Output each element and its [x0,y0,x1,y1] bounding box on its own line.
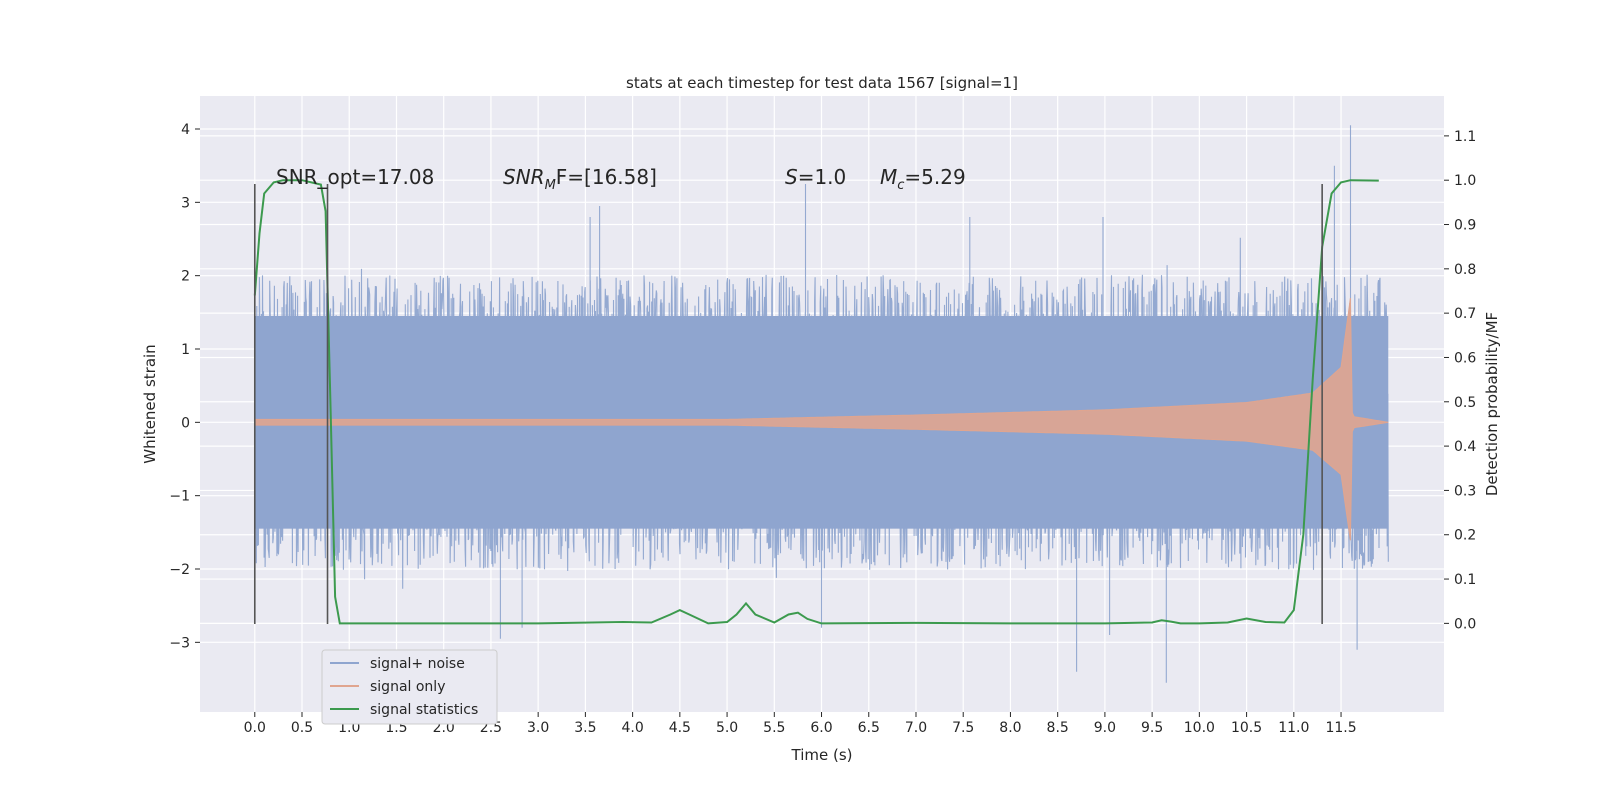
y-right-tick-label-0: 0.0 [1454,616,1476,632]
x-tick-label-7: 3.5 [574,720,596,736]
legend-label-signal-statistics: signal statistics [370,702,478,718]
plot-layer [253,125,1389,683]
legend-label-signal-noise: signal+ noise [370,656,465,672]
x-tick-label-12: 6.0 [810,720,832,736]
y-tick-label-0: −3 [169,635,190,651]
x-tick-label-1: 0.5 [291,720,313,736]
y-tick-label-1: −2 [169,562,190,578]
y-tick-label-3: 0 [181,415,190,431]
annotation-mc-subscript: c [897,178,904,193]
y-tick-label-5: 2 [181,269,190,285]
x-tick-label-8: 4.0 [621,720,643,736]
x-tick-label-0: 0.0 [244,720,266,736]
annotation-s: S=1.0 [785,165,846,189]
x-tick-label-9: 4.5 [669,720,691,736]
y-right-tick-label-1: 0.1 [1454,572,1476,588]
annotation-mc: Mc=5.29 [880,165,966,193]
annotation-snr-mf-symbol: SNR [503,165,545,189]
x-tick-label-13: 6.5 [858,720,880,736]
chart-title: stats at each timestep for test data 156… [626,74,1018,92]
annotation-snr-mf: SNRMF=[16.58] [503,165,657,193]
y-tick-label-2: −1 [169,489,190,505]
x-tick-label-10: 5.0 [716,720,738,736]
y-right-tick-label-2: 0.2 [1454,528,1476,544]
x-tick-label-14: 7.0 [905,720,927,736]
y-right-tick-label-7: 0.7 [1454,306,1476,322]
legend: signal+ noise signal only signal statist… [321,649,498,725]
y-right-tick-label-3: 0.3 [1454,483,1476,499]
annotation-mc-value: =5.29 [904,165,965,189]
y-right-tick-label-10: 1.0 [1454,173,1476,189]
y-right-tick-label-9: 0.9 [1454,218,1476,234]
y-tick-label-7: 4 [181,122,190,138]
y-axis-label: Whitened strain [141,344,159,463]
y-right-tick-label-11: 1.1 [1454,129,1476,145]
y-right-tick-label-4: 0.4 [1454,439,1476,455]
y-right-tick-label-6: 0.6 [1454,350,1476,366]
y-right-tick-label-5: 0.5 [1454,395,1476,411]
x-tick-label-22: 11.0 [1278,720,1309,736]
x-tick-label-20: 10.0 [1184,720,1215,736]
annotation-snr-mf-subscript: M [545,178,556,193]
x-tick-label-11: 5.5 [763,720,785,736]
y-right-tick-label-8: 0.8 [1454,262,1476,278]
annotation-mc-symbol: M [880,165,897,189]
x-tick-label-23: 11.5 [1325,720,1356,736]
series-signal-statistics [253,179,1379,625]
x-tick-label-18: 9.0 [1094,720,1116,736]
y-tick-label-4: 1 [181,342,190,358]
annotation-snr-opt: SNR_opt=17.08 [276,165,434,189]
axes: 0.0 0.5 1.0 1.5 2.0 2.5 3.0 3.5 4.0 4.5 5.0 5.5 6.0 6… [169,122,1476,736]
x-tick-label-15: 7.5 [952,720,974,736]
annotation-s-symbol: S [785,165,798,189]
x-tick-label-16: 8.0 [999,720,1021,736]
y-tick-label-6: 3 [181,195,190,211]
x-tick-label-17: 8.5 [1047,720,1069,736]
legend-box [321,649,498,725]
x-tick-label-19: 9.5 [1141,720,1163,736]
x-axis-label: Time (s) [791,746,853,764]
x-tick-label-21: 10.5 [1231,720,1262,736]
annotation-snr-mf-value: F=[16.58] [556,165,657,189]
series-signal-only [254,298,1389,541]
x-tick-label-6: 3.0 [527,720,549,736]
annotation-s-value: =1.0 [798,165,847,189]
y-axis-right-label: Detection probability/MF [1483,312,1501,496]
legend-label-signal-only: signal only [370,679,445,695]
annotations: SNR_opt=17.08 SNRMF=[16.58] S=1.0 Mc=5.2… [276,165,966,193]
